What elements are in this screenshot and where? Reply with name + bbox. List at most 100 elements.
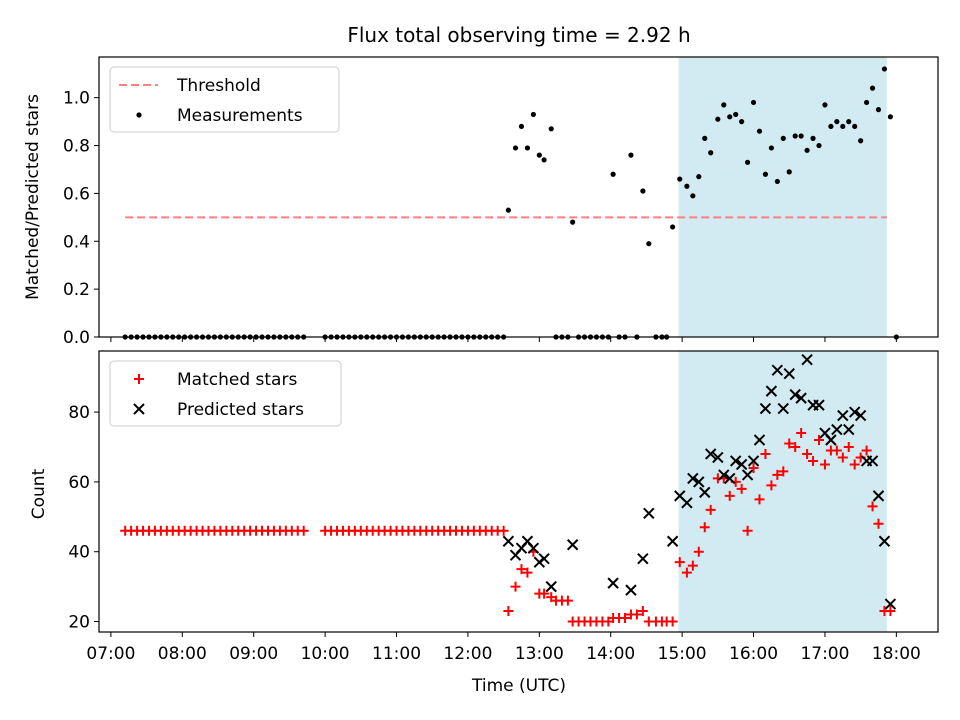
predicted-point: [704, 448, 717, 460]
predicted-point: [666, 535, 679, 547]
matched-point: [667, 616, 678, 627]
x-tick-label: 15:00: [658, 644, 707, 664]
matched-point: [885, 606, 896, 617]
matched-point: [498, 525, 509, 536]
legend-matched-swatch: [134, 374, 144, 384]
legend-measurement-swatch: [136, 112, 142, 118]
predicted-point: [801, 354, 813, 366]
predicted-point: [741, 469, 754, 481]
measurement-point: [530, 111, 536, 118]
matched-point: [867, 501, 878, 512]
measurement-point: [804, 147, 810, 153]
predicted-point: [872, 490, 885, 502]
predicted-point: [693, 476, 705, 488]
predicted-point: [643, 507, 655, 520]
measurement-point: [774, 178, 780, 185]
predicted-point: [813, 399, 825, 411]
measurement-point: [690, 193, 696, 199]
matched-point: [819, 459, 830, 470]
legend-label: Threshold: [176, 76, 261, 96]
matched-point: [298, 525, 309, 536]
measurement-point: [628, 152, 634, 158]
predicted-point: [753, 434, 766, 446]
matched-point: [681, 567, 692, 578]
matched-point: [748, 462, 759, 473]
predicted-point: [687, 472, 699, 485]
y-tick-label: 0.2: [63, 280, 90, 300]
measurement-point: [646, 241, 652, 247]
predicted-point: [724, 472, 736, 485]
top-y-axis-label: Matched/Predicted stars: [23, 94, 43, 300]
measurement-point: [541, 157, 547, 163]
matched-point: [736, 483, 747, 494]
predicted-point: [637, 552, 649, 565]
ratio-panel: 0.0 0.2 0.4 0.6 0.8 1.0 Threshold Measurements: [63, 56, 939, 348]
bottom-y-axis-label: Count: [29, 468, 49, 519]
measurement-point: [858, 138, 864, 144]
predicted-point: [783, 367, 795, 380]
measurement-point: [536, 152, 542, 158]
count-panel: 20 40 60 80 07:00 08:00 09:00 10:00 11:00 12:00 13…: [68, 350, 939, 664]
measurement-point: [852, 123, 858, 130]
legend-box: [109, 360, 342, 427]
y-tick-label: 20: [68, 613, 90, 633]
matched-point: [503, 606, 514, 617]
predicted-point: [866, 455, 879, 467]
y-tick-label: 40: [68, 543, 90, 563]
legend: Matched stars Predicted stars: [109, 360, 342, 427]
measurement-point: [846, 119, 852, 125]
predicted-point: [718, 469, 730, 481]
matched-point: [522, 567, 533, 578]
x-tick-label: 12:00: [443, 644, 492, 664]
matched-point: [873, 518, 884, 529]
x-tick-label: 17:00: [800, 644, 849, 664]
figure-title: Flux total observing time = 2.92 h: [347, 23, 690, 47]
predicted-point: [502, 535, 515, 547]
predicted-point: [831, 423, 843, 436]
legend-label: Predicted stars: [177, 400, 304, 420]
measurement-point: [505, 207, 511, 213]
measurement-point: [518, 123, 525, 130]
predicted-point: [527, 542, 540, 554]
predicted-point: [607, 577, 619, 589]
x-tick-label: 08:00: [158, 644, 207, 664]
measurement-point: [721, 102, 727, 108]
predicted-point: [735, 458, 748, 471]
measurement-point: [869, 85, 876, 91]
matched-point: [766, 480, 777, 491]
predicted-point: [759, 402, 772, 415]
measurement-point: [780, 135, 786, 141]
predicted-point: [854, 409, 867, 422]
predicted-point: [566, 539, 579, 551]
predicted-point: [848, 406, 861, 418]
matched-point: [516, 564, 527, 575]
legend-box: [109, 66, 340, 133]
measurement-point: [570, 219, 576, 225]
matched-point: [637, 606, 648, 617]
predicted-point: [789, 388, 801, 401]
measurement-point: [881, 66, 888, 72]
measurement-point: [750, 99, 757, 106]
measurement-point: [816, 142, 822, 149]
measurement-point: [792, 133, 798, 139]
matched-point: [693, 546, 704, 557]
measurement-point: [524, 145, 531, 151]
matched-point: [754, 494, 765, 505]
matched-point: [813, 435, 824, 446]
matched-point: [620, 613, 631, 624]
matched-point: [562, 595, 573, 606]
predicted-point: [747, 455, 760, 467]
matched-point: [831, 445, 842, 456]
x-tick-label: 09:00: [229, 644, 278, 664]
predicted-point: [837, 409, 849, 422]
measurement-point: [640, 188, 646, 194]
measurement-point: [863, 99, 870, 106]
matched-point: [790, 441, 801, 452]
plot-frame: [98, 350, 939, 633]
measurement-point: [733, 111, 739, 118]
x-tick-label: 07:00: [86, 644, 135, 664]
matched-point: [687, 560, 698, 571]
measurement-point: [756, 128, 763, 134]
legend-predicted-swatch: [133, 403, 145, 415]
